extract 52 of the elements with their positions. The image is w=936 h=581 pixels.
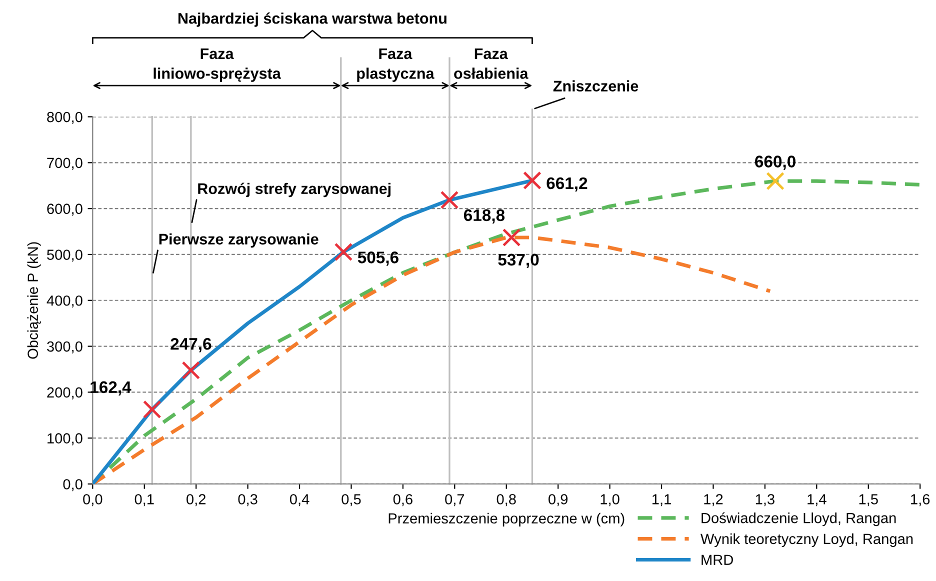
- point: [182, 361, 200, 380]
- y-tick-label: 800,0: [47, 112, 82, 124]
- data-label: 505,6: [358, 252, 398, 266]
- data-label: 247,6: [170, 338, 212, 352]
- y-tick-label: 500,0: [47, 250, 82, 262]
- y-tick-label: 200,0: [47, 387, 82, 400]
- y-axis-title: Obciążenie P (kN): [27, 242, 41, 359]
- y-tick-label: 300,0: [47, 341, 82, 354]
- y-tick-label: 400,0: [46, 295, 82, 308]
- x-tick-label: 1,6: [911, 494, 930, 506]
- point: [502, 228, 521, 247]
- y-tick-label: 600,0: [47, 204, 82, 216]
- text: Najbardziej ściskana warstwa betonu: [178, 12, 446, 27]
- x-tick-label: 1,5: [859, 494, 878, 506]
- x-tick-label: 0,8: [496, 494, 516, 506]
- x-tick-label: 0,3: [238, 494, 258, 506]
- x-tick-label: 0,0: [83, 494, 102, 506]
- data-label: 660,0: [755, 156, 796, 170]
- x-tick-label: 0,7: [445, 494, 464, 506]
- text: Faza liniowo-sprężysta: [154, 48, 281, 82]
- text: Zniszczenie: [553, 80, 638, 92]
- x-tick-label: 0,2: [186, 494, 206, 506]
- text: Faza osłabienia: [454, 48, 528, 79]
- annotation: Rozwój strefy zarysowanej: [198, 182, 390, 198]
- point: [766, 172, 784, 190]
- data-label: 162,4: [90, 381, 132, 396]
- point: [334, 242, 353, 262]
- x-tick-label: 0,4: [290, 494, 310, 506]
- legend-label: Doświadczenie Lloyd, Rangan: [702, 512, 896, 526]
- x-tick-label: 1,1: [652, 494, 671, 506]
- x-tick-label: 0,1: [134, 494, 154, 506]
- legend-label: Wynik teoretyczny Loyd, Rangan: [700, 533, 913, 547]
- legend-label: MRD: [702, 554, 733, 565]
- annotation: Pierwsze zarysowanie: [159, 233, 318, 248]
- y-tick-label: 100,0: [48, 433, 82, 446]
- point: [523, 171, 542, 190]
- y-tick-label: 700,0: [47, 158, 82, 170]
- point: [142, 400, 162, 419]
- x-tick-label: 0,9: [548, 494, 568, 506]
- text: Faza plastyczna: [357, 48, 434, 82]
- data-label: 537,0: [498, 254, 539, 268]
- y-tick-label: 0,0: [63, 479, 82, 492]
- x-tick-label: 1,3: [756, 494, 774, 506]
- data-label: 618,8: [464, 209, 505, 224]
- x-axis-title: Przemieszczenie poprzeczne w (cm): [388, 512, 624, 526]
- x-tick-label: 1,0: [600, 494, 620, 506]
- point: [440, 190, 459, 210]
- data-label: 661,2: [546, 177, 588, 192]
- x-tick-label: 0,5: [342, 494, 361, 506]
- x-tick-label: 1,4: [808, 494, 826, 506]
- x-tick-label: 1,2: [704, 494, 723, 506]
- x-tick-label: 0,6: [393, 494, 412, 506]
